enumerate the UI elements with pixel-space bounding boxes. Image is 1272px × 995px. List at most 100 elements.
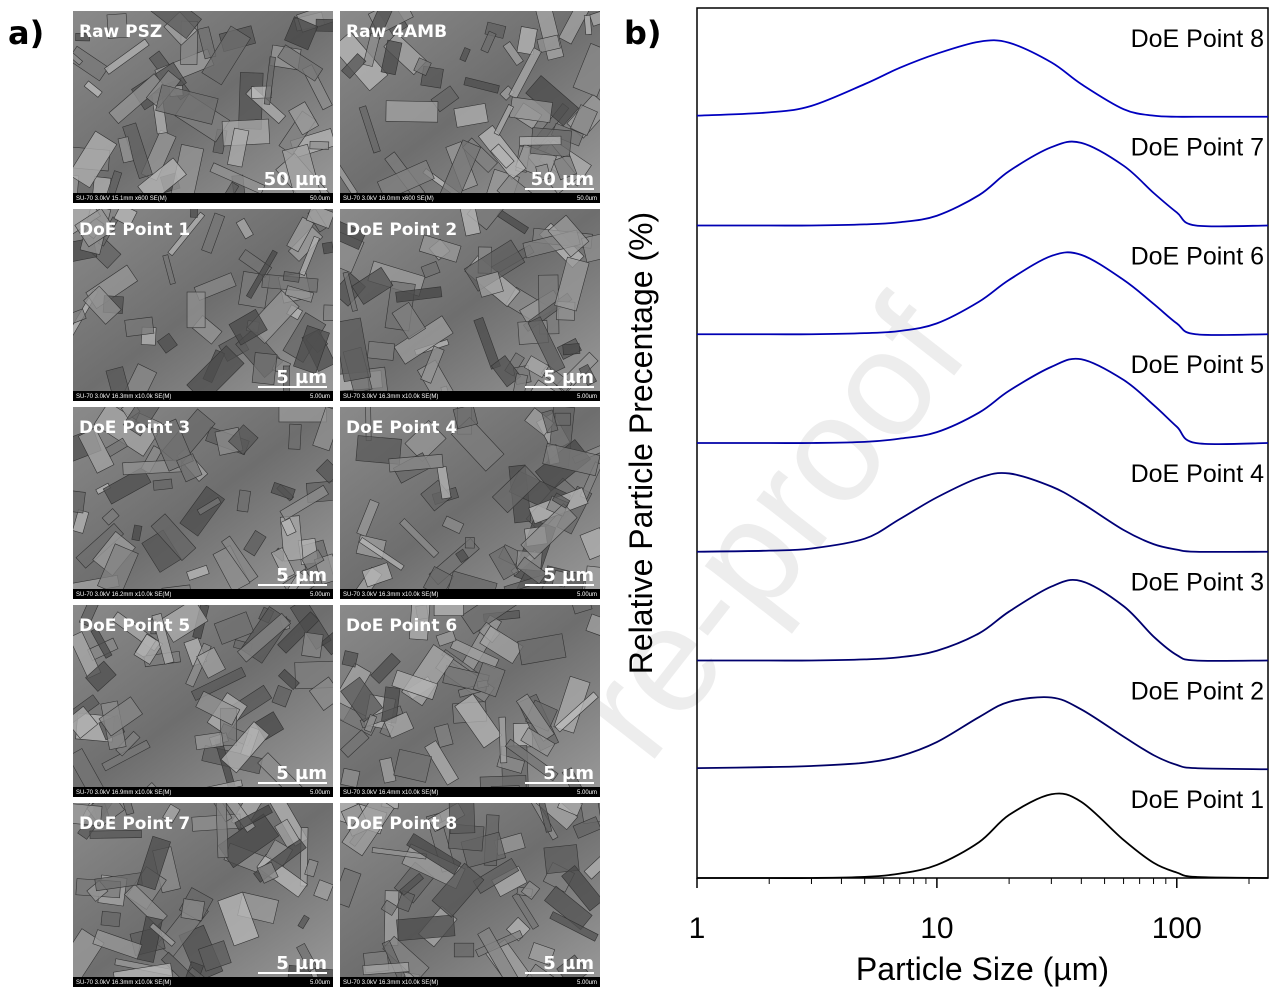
x-tick-label: 10 [920, 912, 953, 945]
crystal [85, 660, 117, 692]
crystal [578, 363, 598, 387]
sem-texture [340, 11, 600, 203]
crystal [304, 858, 319, 878]
crystal [341, 53, 367, 79]
crystal [396, 914, 456, 942]
info-bar [73, 977, 333, 987]
sem-image: SU-70 3.0kV 16.0mm x600 SE(M) 50.0um Raw 4… [340, 11, 600, 203]
crystal [78, 605, 102, 627]
crystal [535, 163, 551, 182]
series-line [697, 792, 1269, 879]
scale-label: 5 µm [276, 763, 327, 784]
series-line [696, 578, 1269, 662]
crystal [245, 249, 278, 299]
crystal [493, 104, 514, 136]
crystal [549, 911, 599, 942]
crystal [454, 693, 503, 749]
crystal [453, 103, 489, 128]
crystal [198, 940, 232, 972]
crystal [270, 482, 296, 501]
crystal [196, 497, 222, 516]
crystal [355, 435, 402, 465]
crystal [499, 85, 515, 101]
crystal [452, 407, 479, 430]
sem-texture [73, 209, 333, 401]
crystal [340, 867, 362, 908]
sem-mag: 5.00um [310, 790, 330, 796]
info-bar [340, 977, 600, 987]
sem-info: SU-70 3.0kV 16.3mm x10.0k SE(M) [76, 980, 171, 986]
series-label: DoE Point 4 [1131, 460, 1265, 488]
sem-mag: 50.0um [577, 196, 597, 202]
crystal [367, 340, 396, 361]
crystal [391, 669, 439, 701]
crystal [220, 721, 270, 774]
crystal [342, 271, 358, 312]
crystal [113, 209, 138, 227]
crystal [274, 818, 300, 848]
crystal [73, 130, 118, 189]
crystal [98, 696, 143, 737]
series-label: DoE Point 3 [1131, 569, 1264, 597]
crystal [323, 304, 333, 322]
crystal [516, 26, 538, 56]
crystal [488, 545, 520, 581]
sem-image: SU-70 3.0kV 16.3mm x10.0k SE(M) 5.00um DoE… [73, 803, 333, 987]
crystal [370, 652, 401, 684]
crystal [585, 613, 600, 638]
crystal [517, 633, 567, 666]
crystal [298, 235, 320, 276]
sem-info: SU-70 3.0kV 16.0mm x600 SE(M) [343, 196, 434, 202]
crystal [572, 816, 600, 839]
crystal [277, 44, 324, 82]
sem-mag: 5.00um [310, 980, 330, 986]
sem-info: SU-70 3.0kV 16.2mm x10.0k SE(M) [76, 592, 171, 598]
series-label: DoE Point 8 [1131, 25, 1264, 53]
sem-texture [340, 605, 600, 797]
crystal [472, 661, 506, 698]
crystal [520, 880, 541, 900]
crystal [117, 136, 134, 164]
crystal [101, 508, 120, 526]
crystal [309, 140, 330, 150]
sem-texture [347, 407, 600, 599]
crystal [315, 18, 333, 32]
crystal [420, 345, 445, 384]
crystal [293, 325, 330, 374]
crystal [557, 803, 583, 817]
crystal [73, 489, 86, 514]
crystal [74, 209, 116, 248]
sem-label: DoE Point 3 [79, 418, 190, 438]
crystal [73, 705, 99, 739]
crystal [399, 518, 440, 559]
crystal [213, 611, 255, 645]
info-bar [73, 787, 333, 797]
sem-info: SU-70 3.0kV 16.4mm x10.0k SE(M) [343, 790, 438, 796]
crystal [380, 39, 403, 76]
crystal [215, 803, 229, 859]
crystal [237, 612, 292, 663]
crystal [106, 13, 129, 39]
crystal [480, 30, 497, 54]
crystal [320, 632, 333, 656]
watermark: re-proof [541, 269, 997, 787]
crystal [383, 890, 400, 946]
crystal [73, 308, 87, 325]
crystal [376, 159, 435, 201]
crystal [340, 767, 361, 788]
crystal [554, 691, 599, 733]
crystal [396, 890, 416, 913]
scale-label: 5 µm [276, 565, 327, 586]
crystal [92, 929, 143, 960]
sem-texture [73, 407, 333, 599]
crystal [194, 731, 224, 751]
crystal [180, 898, 206, 922]
crystal [308, 676, 333, 712]
crystal [362, 962, 410, 976]
scale-label: 5 µm [276, 367, 327, 388]
scale-label: 5 µm [543, 763, 594, 784]
crystal [256, 861, 279, 884]
crystal [83, 80, 103, 98]
crystal [90, 627, 113, 659]
